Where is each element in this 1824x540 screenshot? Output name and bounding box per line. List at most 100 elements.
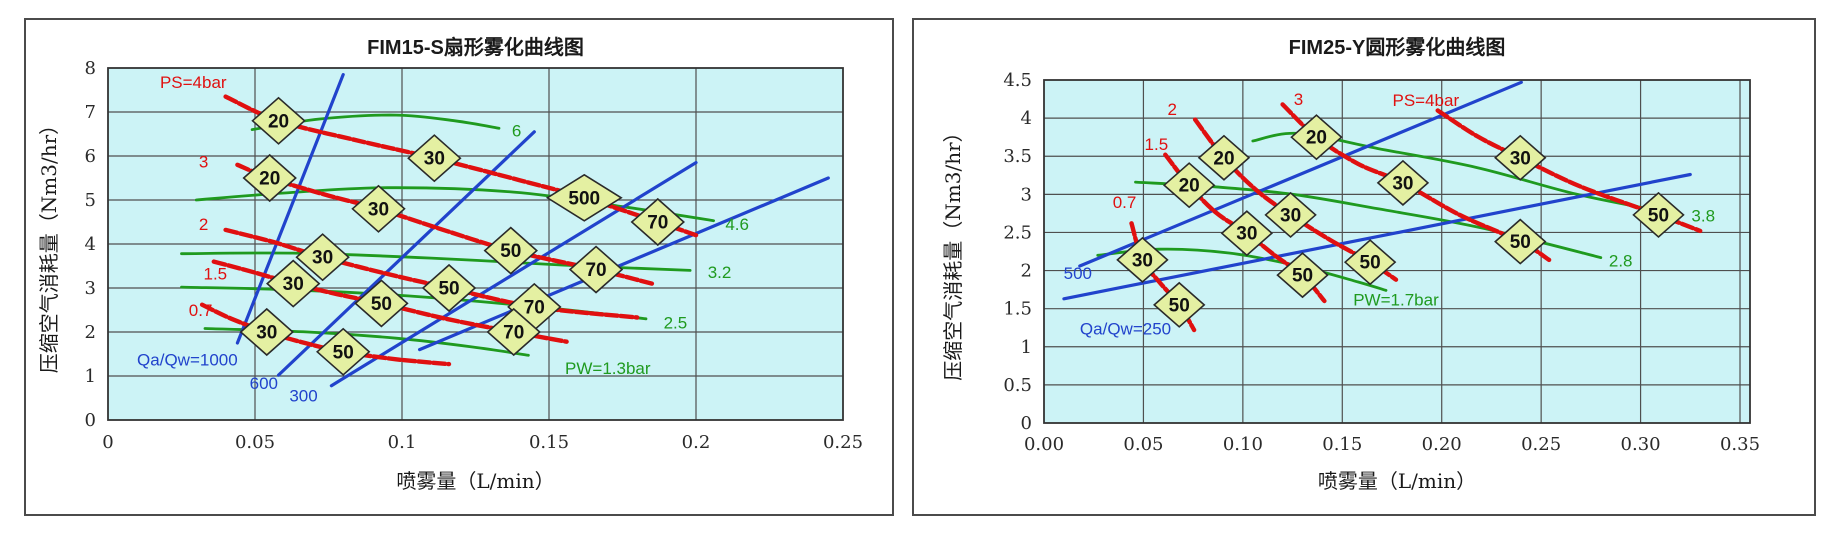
- x-axis-title: 喷雾量（L/min）: [396, 469, 554, 493]
- y-tick-label: 4: [1021, 108, 1032, 129]
- curve-label-ratio-300: 300: [289, 386, 317, 405]
- curve-label-ps-3bar: 3: [199, 152, 208, 171]
- curve-label-ps-0.7bar: 0.7: [1113, 193, 1137, 212]
- y-tick-label: 5: [85, 190, 96, 211]
- droplet-size-value: 50: [371, 294, 392, 315]
- droplet-size-marker: [1153, 281, 1206, 328]
- droplet-size-marker: [421, 263, 477, 313]
- curve-label-ratio-1000: Qa/Qw=1000: [137, 351, 238, 370]
- curve-label-ratio-500: 500: [1064, 264, 1092, 283]
- droplet-size-value: 70: [647, 213, 668, 234]
- chart-panel-fim25y: 30 50 20 30 50 20 30 50 20 30 50 30 50 0.7 1.5 2 3 PS=4ba…: [912, 18, 1816, 516]
- y-tick-label: 7: [85, 102, 96, 123]
- curve-label-ps-0.7bar: 0.7: [189, 301, 213, 320]
- curve-ps-0.7bar: [199, 302, 452, 367]
- droplet-size-value: 30: [1510, 148, 1531, 169]
- curve-label-droplet-2.8: 2.8: [1609, 252, 1633, 271]
- droplet-size-marker: [1197, 134, 1251, 181]
- droplet-size-value: 50: [1510, 232, 1531, 253]
- droplet-size-value: 70: [524, 297, 545, 318]
- droplet-size-value: 30: [256, 323, 277, 344]
- y-tick-label: 0: [1021, 413, 1032, 434]
- chart-title: FIM25-Y圆形雾化曲线图: [1289, 35, 1506, 59]
- curve-ratio-1000: [235, 73, 345, 345]
- droplet-size-value: 50: [1169, 295, 1190, 316]
- droplet-size-value: 50: [438, 279, 459, 300]
- y-tick-label: 1: [85, 366, 96, 387]
- droplet-size-marker: [1276, 252, 1329, 299]
- droplet-size-value: 70: [585, 260, 606, 281]
- droplet-size-value: 50: [1648, 205, 1669, 226]
- droplet-size-value: 50: [333, 342, 354, 363]
- x-tick-label: 0.25: [823, 432, 863, 453]
- droplet-size-value: 50: [1360, 253, 1381, 274]
- curve-label-ps-4bar: PS=4bar: [1392, 91, 1459, 110]
- x-tick-label: 0.20: [1422, 434, 1462, 455]
- droplet-size-value: 50: [500, 241, 521, 262]
- fim15s-chart-svg: 203070203050703050703050703050500PS=4bar…: [37, 35, 863, 493]
- y-tick-label: 6: [85, 146, 96, 167]
- curve-label-pw-1.7bar: PW=1.7bar: [1353, 291, 1439, 310]
- y-tick-label: 8: [85, 58, 96, 79]
- y-tick-label: 3: [1021, 184, 1032, 205]
- droplet-size-marker: [351, 184, 406, 233]
- curve-label-droplet-2.5: 2.5: [664, 313, 688, 332]
- curve-label-ratio-600: 600: [250, 374, 278, 393]
- droplet-size-marker: [568, 245, 624, 294]
- curve-label-ratio-250: Qa/Qw=250: [1080, 319, 1171, 338]
- droplet-size-value: 500: [568, 188, 600, 209]
- droplet-size-marker: [239, 307, 294, 357]
- droplet-size-marker: [483, 226, 538, 275]
- y-tick-label: 0.5: [1003, 375, 1032, 396]
- x-tick-label: 0.05: [235, 432, 275, 453]
- droplet-size-value: 30: [1280, 205, 1301, 226]
- curve-label-droplet-3.2: 3.2: [708, 263, 732, 282]
- droplet-size-marker: [630, 197, 685, 247]
- droplet-size-value: 20: [259, 169, 280, 190]
- curve-label-ps-2bar: 2: [199, 215, 208, 234]
- y-tick-label: 3.5: [1003, 146, 1032, 167]
- y-axis-title: 压缩空气消耗量（Nm3/hr）: [941, 122, 965, 380]
- x-tick-label: 0.00: [1024, 434, 1064, 455]
- curve-label-droplet-6: 6: [512, 121, 521, 140]
- x-tick-label: 0.15: [529, 432, 569, 453]
- plot-border: [107, 67, 844, 421]
- curve-label-ps-3bar: 3: [1294, 90, 1303, 109]
- x-tick-label: 0.15: [1322, 434, 1362, 455]
- droplet-size-marker: [545, 173, 623, 222]
- droplet-size-marker: [295, 233, 350, 282]
- x-tick-label: 0.05: [1123, 434, 1163, 455]
- droplet-size-value: 20: [1306, 128, 1327, 149]
- droplet-size-marker: [1162, 162, 1216, 209]
- x-tick-label: 0.25: [1521, 434, 1561, 455]
- droplet-size-marker: [1632, 191, 1685, 238]
- droplet-size-marker: [1494, 218, 1547, 265]
- droplet-size-marker: [1264, 191, 1317, 238]
- y-tick-label: 4.5: [1003, 70, 1032, 91]
- y-tick-label: 2.5: [1003, 222, 1032, 243]
- x-tick-label: 0.30: [1621, 434, 1661, 455]
- chart-title: FIM15-S扇形雾化曲线图: [367, 35, 584, 59]
- x-tick-label: 0.2: [682, 432, 711, 453]
- curve-label-droplet-4.6: 4.6: [725, 215, 749, 234]
- y-tick-label: 1: [1021, 337, 1032, 358]
- y-tick-label: 2: [1021, 261, 1032, 282]
- droplet-size-value: 30: [368, 199, 389, 220]
- y-tick-label: 1.5: [1003, 299, 1032, 320]
- droplet-size-value: 30: [1236, 224, 1257, 245]
- x-tick-label: 0: [102, 432, 113, 453]
- curve-ratio-500: [418, 176, 830, 352]
- droplet-size-value: 30: [424, 149, 445, 170]
- curve-label-ps-1.5bar: 1.5: [1145, 135, 1169, 154]
- plot-border: [1043, 79, 1751, 424]
- curve-label-pw-1.3bar: PW=1.3bar: [565, 359, 651, 378]
- chart-panel-fim15s: 20 30 70 20 30 50 70 30 50 70 30 50 70 30 50 500 PS=4bar…: [24, 18, 894, 516]
- droplet-size-value: 70: [503, 323, 524, 344]
- droplet-size-marker: [407, 134, 462, 183]
- droplet-size-value: 50: [1292, 266, 1313, 287]
- droplet-size-marker: [1343, 239, 1397, 286]
- droplet-size-value: 20: [1213, 148, 1234, 169]
- curve-label-ps-4bar: PS=4bar: [160, 73, 227, 92]
